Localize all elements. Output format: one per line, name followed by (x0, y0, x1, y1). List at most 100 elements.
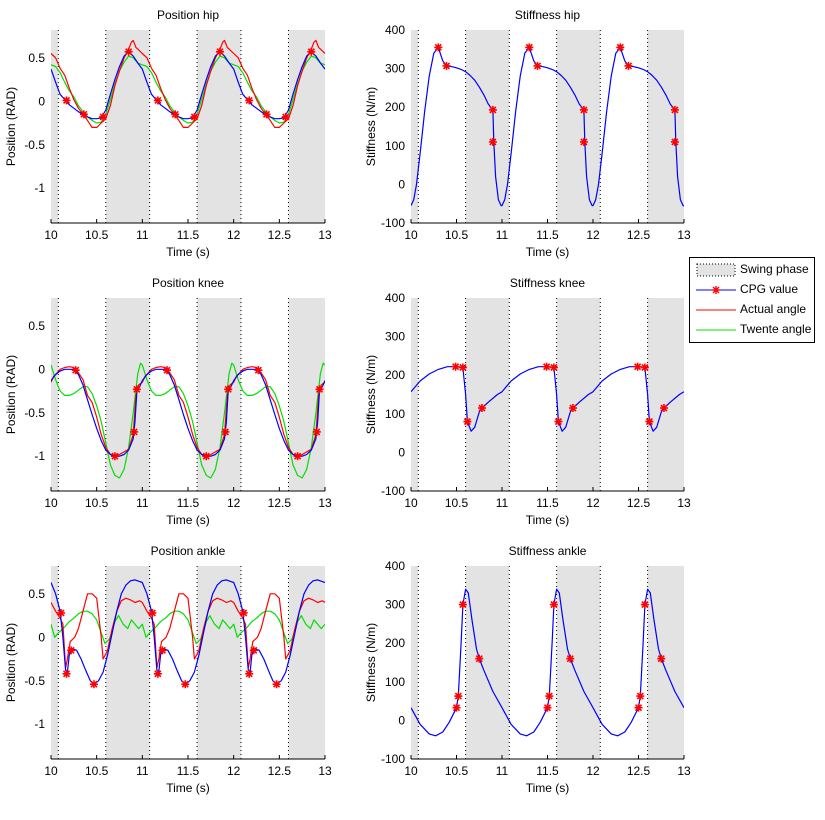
y-axis-label: Position (RAD) (4, 87, 18, 166)
plot-title: Stiffness hip (515, 8, 580, 22)
swing-phase-region (556, 30, 601, 223)
cpg-marker (452, 703, 461, 712)
swing-phase-region (105, 298, 150, 491)
cpg-marker (543, 703, 552, 712)
x-tick-label: 10.5 (445, 764, 469, 778)
cpg-marker (640, 600, 649, 609)
cpg-marker (215, 47, 224, 56)
subplot-stiffness-knee: 10 10.5 11 11.5 12 12.5 13 400 300 200 100 0 -100 Sti… (364, 276, 691, 527)
legend-label: Swing phase (740, 262, 809, 276)
x-tick-label: 11.5 (536, 228, 559, 242)
x-tick-label: 13 (318, 228, 332, 242)
x-tick-label: 13 (677, 228, 691, 242)
cpg-marker (636, 692, 645, 701)
cpg-marker (158, 646, 167, 655)
cpg-marker (579, 105, 588, 114)
y-tick-label: 0 (398, 177, 405, 191)
y-axis-label: Stiffness (N/m) (364, 355, 378, 434)
cpg-marker (153, 96, 162, 105)
cpg-marker (62, 96, 71, 105)
cpg-marker (670, 105, 679, 114)
y-axis-label: Stiffness (N/m) (364, 87, 378, 166)
plot-title: Position knee (152, 276, 224, 290)
cpg-marker (488, 137, 497, 146)
y-tick-label: 300 (385, 598, 405, 612)
cpg-marker (99, 112, 108, 121)
plot-title: Stiffness knee (510, 276, 585, 290)
cpg-marker (181, 680, 190, 689)
x-tick-label: 11.5 (536, 496, 559, 510)
cpg-marker (525, 43, 534, 52)
subplot-position-ankle: 10 10.5 11 11.5 12 12.5 13 0.5 0 -0.5 -1 Position a… (4, 544, 332, 795)
x-tick-label: 10 (44, 764, 58, 778)
cpg-marker (272, 680, 281, 689)
x-tick-label: 11 (496, 496, 509, 510)
series-line-twente-angle (51, 362, 325, 479)
x-tick-label: 11 (136, 764, 149, 778)
swing-phase-region (51, 298, 59, 491)
y-tick-label: -1 (34, 181, 45, 195)
x-tick-label: 10.5 (85, 764, 109, 778)
cpg-marker (281, 112, 290, 121)
y-tick-label: 0 (38, 94, 45, 108)
swing-phase-region (647, 298, 684, 491)
y-tick-label: -0.5 (24, 674, 45, 688)
y-tick-label: 0 (38, 630, 45, 644)
y-tick-label: -0.5 (24, 138, 45, 152)
x-tick-label: 10.5 (445, 496, 469, 510)
x-axis-label: Time (s) (166, 245, 210, 259)
series-line-cpg-value (411, 588, 684, 737)
plot-title: Position hip (157, 8, 219, 22)
x-tick-label: 12 (586, 496, 600, 510)
actual-angle-line-icon (696, 309, 736, 311)
swing-phase-region (105, 566, 150, 759)
swing-phase-region (556, 566, 601, 759)
cpg-marker (634, 703, 643, 712)
swing-phase-region (465, 30, 510, 223)
plot-title: Stiffness ankle (509, 544, 587, 558)
y-tick-label: -0.5 (24, 406, 45, 420)
y-axis-label: Position (RAD) (4, 355, 18, 434)
cpg-marker (249, 646, 258, 655)
x-tick-label: 12 (227, 228, 241, 242)
y-tick-label: 200 (385, 100, 405, 114)
x-axis-label: Time (s) (166, 781, 210, 795)
y-tick-label: 100 (385, 139, 405, 153)
x-tick-label: 11.5 (177, 228, 200, 242)
cpg-marker (132, 385, 141, 394)
swing-phase-region (465, 566, 510, 759)
series-line-cpg-value (411, 46, 684, 207)
cpg-marker (130, 427, 139, 436)
cpg-marker (293, 452, 302, 461)
y-tick-label: -100 (381, 484, 405, 498)
cpg-marker (549, 363, 558, 372)
x-tick-label: 13 (677, 764, 691, 778)
x-tick-label: 11.5 (177, 764, 200, 778)
y-tick-label: 200 (385, 636, 405, 650)
swing-phase-region (411, 566, 419, 759)
cpg-marker (566, 654, 575, 663)
cpg-marker (190, 112, 199, 121)
cpg-marker (616, 43, 625, 52)
swing-phase-region (411, 30, 419, 223)
cpg-marker (645, 417, 654, 426)
y-tick-label: 0 (398, 713, 405, 727)
x-axis-label: Time (s) (526, 245, 570, 259)
cpg-marker (477, 404, 486, 413)
cpg-marker (442, 61, 451, 70)
cpg-marker (221, 427, 230, 436)
legend-label: Actual angle (740, 302, 807, 316)
cpg-marker (533, 61, 542, 70)
cpg-marker (57, 608, 66, 617)
x-tick-label: 10 (404, 228, 418, 242)
y-tick-label: 300 (385, 330, 405, 344)
x-axis-label: Time (s) (526, 513, 570, 527)
series-line-cpg-value (51, 368, 325, 457)
cpg-marker (89, 680, 98, 689)
cpg-marker (475, 654, 484, 663)
cpg-marker (568, 404, 577, 413)
x-tick-label: 11.5 (536, 764, 559, 778)
y-tick-label: 0.5 (28, 51, 45, 65)
subplot-stiffness-hip: 10 10.5 11 11.5 12 12.5 13 400 300 200 100 0 -100 Sti… (364, 8, 691, 259)
